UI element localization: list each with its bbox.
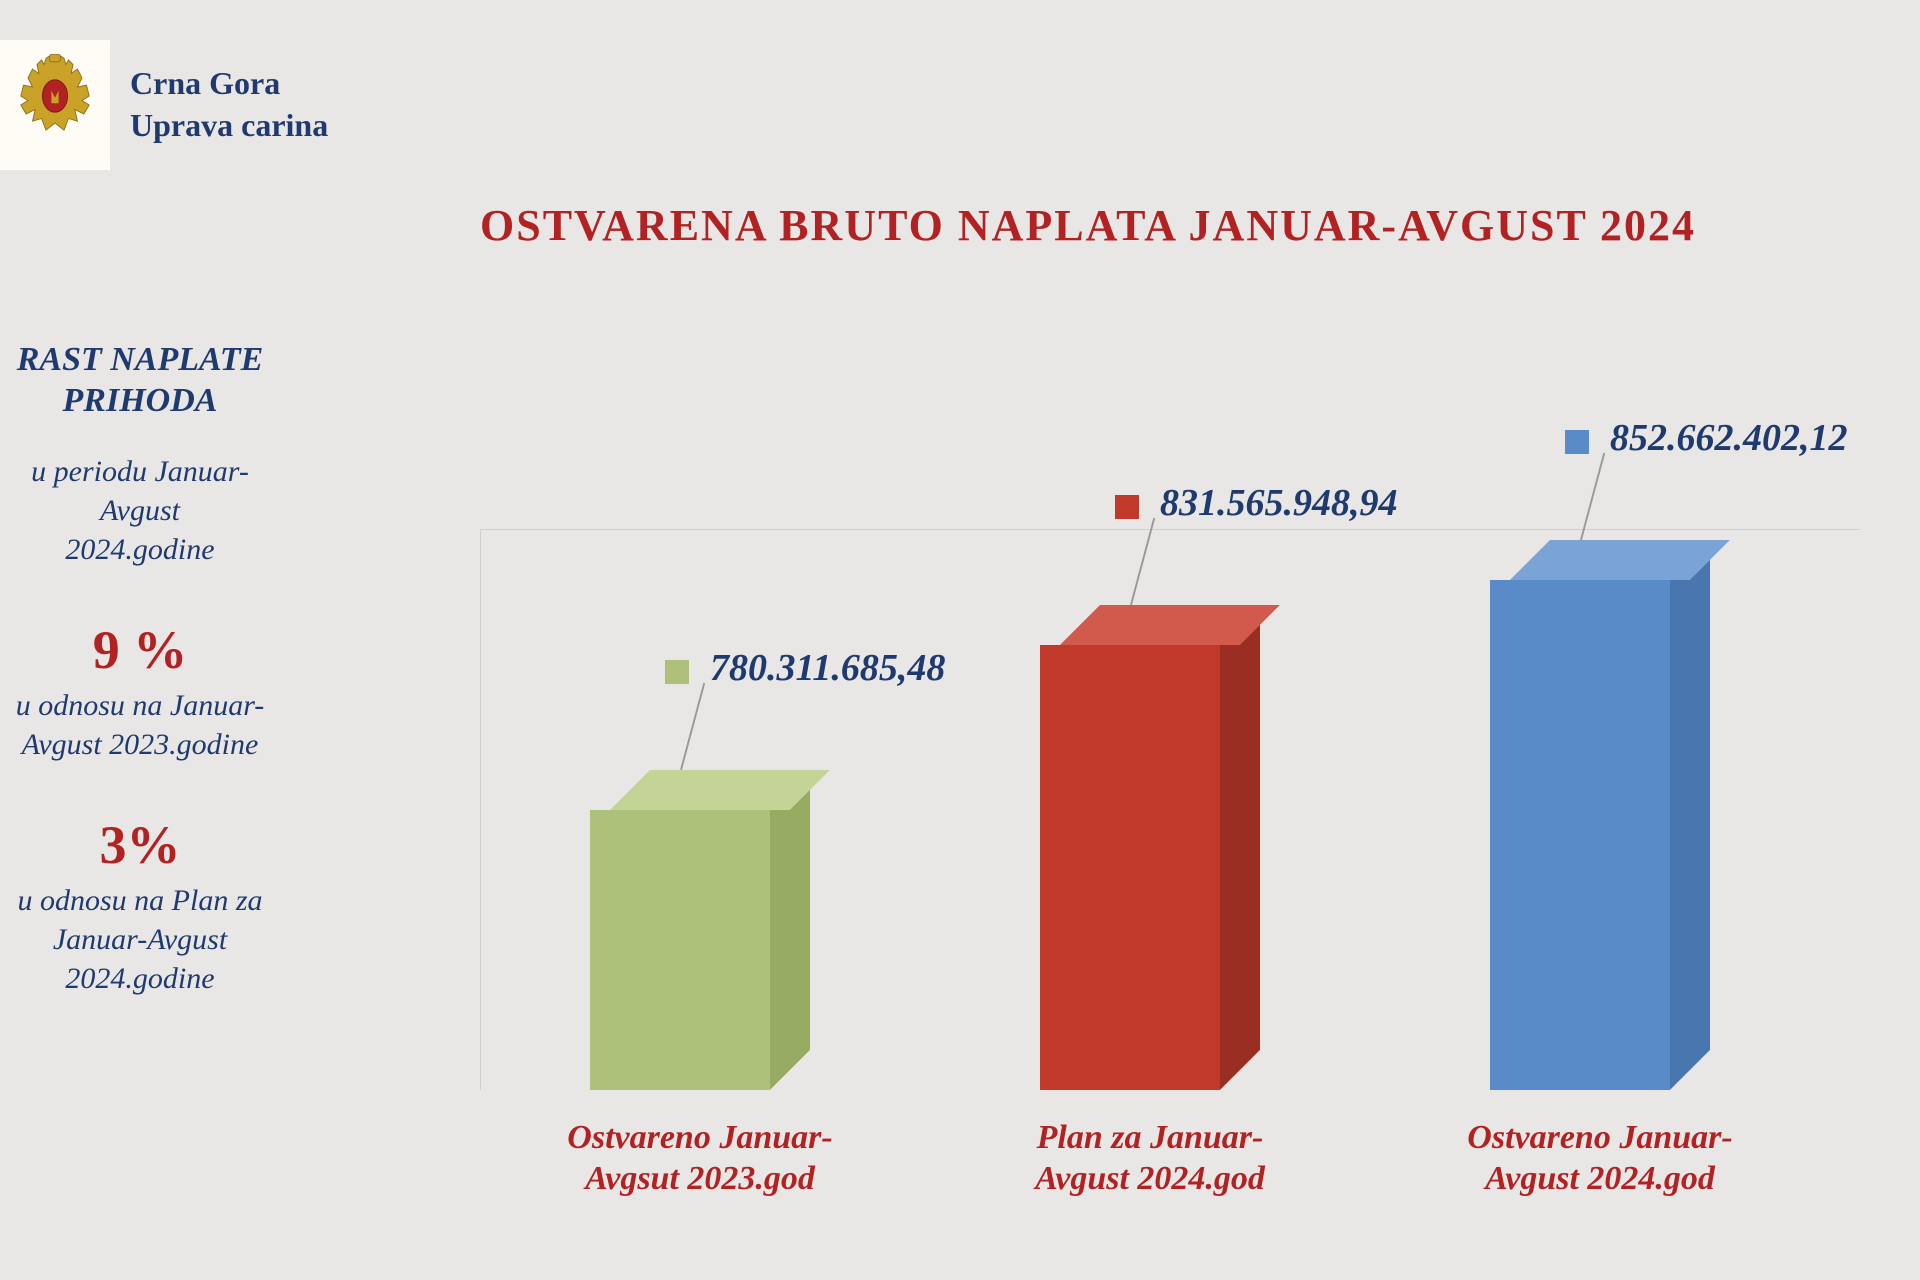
stat-percent: 9 %	[0, 619, 280, 681]
legend-swatch	[1115, 495, 1139, 519]
bar-front-face	[1490, 580, 1670, 1090]
sidebar-heading-l2: PRIHODA	[0, 381, 280, 422]
stat-block: 3% u odnosu na Plan za Januar-Avgust 202…	[0, 814, 280, 998]
value-leader-line	[1580, 453, 1605, 540]
organization-name: Crna Gora Uprava carina	[130, 63, 328, 146]
value-leader-line	[680, 683, 705, 770]
sidebar-period-l1: u periodu Januar-Avgust	[0, 452, 280, 530]
org-line-1: Crna Gora	[130, 63, 328, 105]
stat-description: u odnosu na Plan za Januar-Avgust 2024.g…	[0, 881, 280, 998]
sidebar-period: u periodu Januar-Avgust 2024.godine	[0, 452, 280, 569]
chart-bar: 780.311.685,48	[590, 810, 770, 1090]
bar-side-face	[770, 770, 810, 1090]
legend-swatch	[1565, 430, 1589, 454]
stat-description: u odnosu na Januar- Avgust 2023.godine	[0, 686, 280, 764]
sidebar-heading: RAST NAPLATE PRIHODA	[0, 340, 280, 422]
coat-of-arms-logo	[0, 40, 110, 170]
bar-side-face	[1670, 540, 1710, 1090]
page-title: OSTVARENA BRUTO NAPLATA JANUAR-AVGUST 20…	[480, 200, 1696, 251]
header: Crna Gora Uprava carina	[0, 40, 328, 170]
sidebar-heading-l1: RAST NAPLATE	[0, 340, 280, 381]
sidebar: RAST NAPLATE PRIHODA u periodu Januar-Av…	[0, 340, 280, 1048]
org-line-2: Uprava carina	[130, 105, 328, 147]
bar-side-face	[1220, 605, 1260, 1090]
value-leader-line	[1130, 518, 1155, 605]
category-label: Ostvareno Januar-Avgsut 2023.god	[520, 1118, 880, 1200]
sidebar-period-l2: 2024.godine	[0, 530, 280, 569]
chart-bar: 852.662.402,12	[1490, 580, 1670, 1090]
bar-value-label: 852.662.402,12	[1610, 416, 1848, 460]
chart-plot-area: 780.311.685,48 831.565.948,94 852.662.402,…	[440, 530, 1890, 1090]
category-label: Ostvareno Januar-Avgust 2024.god	[1420, 1118, 1780, 1200]
bar-front-face	[1040, 645, 1220, 1090]
revenue-bar-chart: 780.311.685,48 831.565.948,94 852.662.402,…	[440, 390, 1890, 1210]
bar-value-label: 831.565.948,94	[1160, 481, 1398, 525]
eagle-crest-icon	[10, 50, 100, 160]
stat-block: 9 % u odnosu na Januar- Avgust 2023.godi…	[0, 619, 280, 764]
category-label: Plan za Januar-Avgust 2024.god	[970, 1118, 1330, 1200]
bar-value-label: 780.311.685,48	[710, 646, 945, 690]
legend-swatch	[665, 660, 689, 684]
chart-bar: 831.565.948,94	[1040, 645, 1220, 1090]
stat-percent: 3%	[0, 814, 280, 876]
bar-front-face	[590, 810, 770, 1090]
